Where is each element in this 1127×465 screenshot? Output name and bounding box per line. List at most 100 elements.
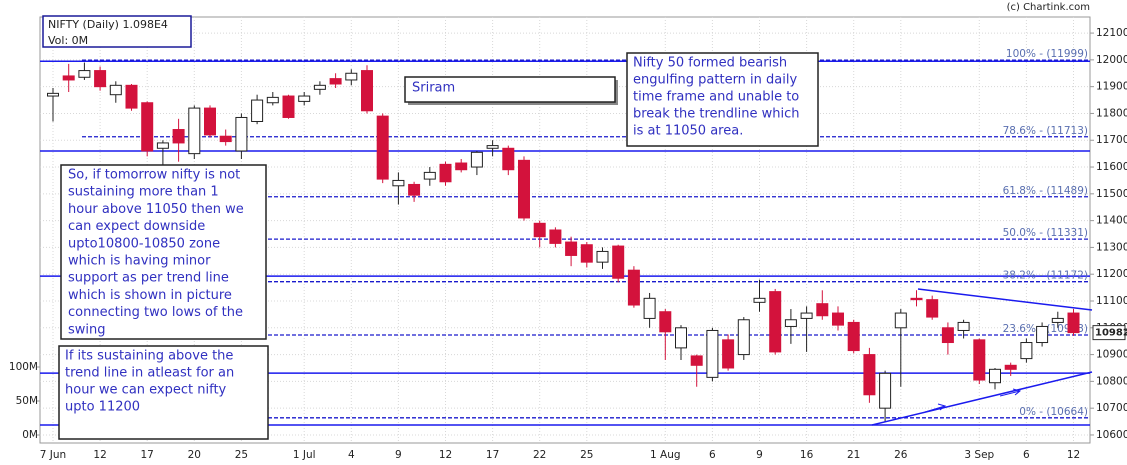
fib-label: 0% - (10664) (1019, 406, 1088, 418)
y-tick-label: 10700 (1096, 402, 1127, 414)
candle-body (188, 107, 201, 155)
candle-body (533, 222, 546, 238)
candle-body (423, 171, 436, 180)
fib-label: 38.2% - (11172) (1003, 270, 1088, 282)
annotation-text: engulfing pattern in daily (633, 73, 797, 88)
annotation-text: which is shown in picture (68, 288, 232, 303)
x-tick-label: 21 (847, 449, 860, 461)
volume-tick-label: 50M (16, 395, 38, 407)
candle-body (78, 70, 91, 78)
trendline (871, 371, 1093, 426)
x-tick-label: 6 (1023, 449, 1030, 461)
candle-body (769, 291, 782, 353)
y-tick-label: 12000 (1096, 54, 1127, 66)
annotation-text: sustaining more than 1 (68, 185, 219, 200)
labels: 1060010700108001090011000111001120011300… (9, 27, 1127, 461)
candle-body (235, 116, 248, 152)
annotation-text: If its sustaining above the (65, 349, 233, 364)
candle-body (282, 95, 295, 118)
candle-body (800, 312, 813, 319)
candle-body (863, 354, 876, 396)
candle-body (596, 250, 609, 263)
candle-body (784, 319, 797, 327)
candles (47, 62, 1080, 422)
x-tick-label: 1 Aug (650, 449, 681, 461)
trendline (917, 288, 1093, 311)
candle-body (627, 269, 640, 306)
candle-body (204, 107, 216, 136)
candle-body (910, 297, 923, 301)
annotation-text: support as per trend line (68, 271, 229, 286)
x-tick-label: 16 (800, 449, 814, 461)
copyright: (c) Chartink.com (1007, 2, 1090, 13)
last-price-box (1092, 325, 1126, 341)
y-tick-label: 11600 (1096, 161, 1127, 173)
y-tick-label: 11300 (1096, 241, 1127, 253)
candle-body (345, 72, 358, 81)
x-tick-label: 3 Sep (964, 449, 994, 461)
annotation-box (626, 52, 819, 147)
annotation-text: which is having minor (68, 254, 211, 269)
candle-body (722, 339, 735, 369)
candle-body (455, 162, 468, 171)
y-tick-label: 11800 (1096, 107, 1127, 119)
candle-body (659, 311, 672, 333)
candle-body (109, 84, 122, 96)
candle-body (1067, 312, 1080, 334)
candle-body (156, 142, 169, 149)
candle-body (737, 319, 750, 356)
annotation-text: is at 11050 area. (633, 124, 743, 139)
x-tick-label: 9 (756, 449, 763, 461)
candle-body (313, 84, 326, 90)
candle-body (1036, 325, 1049, 344)
x-tick-label: 20 (188, 449, 201, 461)
candle-body (549, 229, 562, 244)
x-tick-label: 12 (439, 449, 452, 461)
x-tick-label: 25 (235, 449, 248, 461)
candle-body (376, 115, 389, 180)
x-tick-label: 22 (533, 449, 546, 461)
candle-body (219, 135, 232, 143)
candle-body (361, 70, 373, 112)
x-tick-label: 12 (93, 449, 106, 461)
x-tick-label: 25 (580, 449, 593, 461)
candle-body (1020, 342, 1033, 360)
fib-label: 78.6% - (11713) (1003, 125, 1088, 137)
candle-body (612, 245, 625, 279)
fib-label: 50.0% - (11331) (1003, 227, 1088, 239)
x-tick-label: 9 (395, 449, 402, 461)
y-tick-label: 11100 (1096, 295, 1127, 307)
x-tick-label: 17 (486, 449, 499, 461)
annotation-box (404, 76, 616, 103)
candle-body (298, 95, 311, 102)
annotation-text: can expect downside (68, 219, 205, 234)
candle-body (879, 372, 892, 409)
annotation-text: hour we can expect nifty (65, 383, 227, 398)
candle-body (470, 151, 483, 168)
last-price: 10982 (1095, 328, 1127, 339)
candle-body (408, 183, 421, 196)
x-tick-label: 6 (709, 449, 716, 461)
annotation-text: break the trendline which (633, 107, 800, 122)
candle-body (266, 96, 279, 104)
annotation-text: upto 11200 (65, 400, 140, 415)
annotation-text: hour above 11050 then we (68, 202, 244, 217)
candle-body (392, 179, 405, 187)
candle-body (172, 129, 185, 144)
candle-body (62, 75, 75, 81)
candle-body (957, 321, 970, 331)
candle-body (832, 312, 844, 326)
annotation-text: Sriram (412, 81, 455, 96)
candle-body (941, 327, 954, 344)
candle-body (47, 92, 59, 97)
fib-label: 100% - (11999) (1006, 48, 1088, 60)
y-tick-label: 10600 (1096, 429, 1127, 441)
annotation-box (58, 345, 269, 440)
candle-body (565, 241, 578, 256)
annotation-box (60, 164, 267, 340)
x-tick-label: 12 (1067, 449, 1080, 461)
candle-body (329, 78, 342, 85)
x-tick-label: 4 (348, 449, 355, 461)
y-tick-label: 10800 (1096, 375, 1127, 387)
